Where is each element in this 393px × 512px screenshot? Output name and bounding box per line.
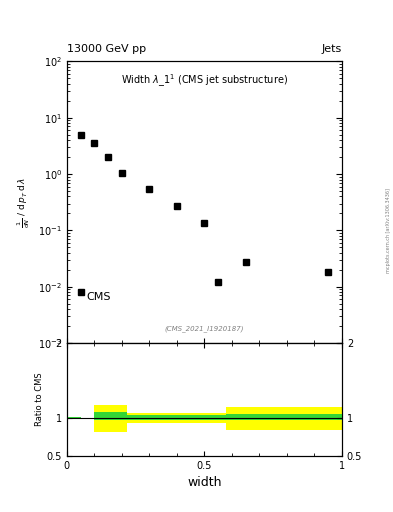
Text: Width $\lambda\_1^1$ (CMS jet substructure): Width $\lambda\_1^1$ (CMS jet substructu… — [121, 73, 288, 89]
Text: CMS: CMS — [86, 292, 110, 303]
Y-axis label: $\frac{1}{\mathrm{d}N}\ /\ \mathrm{d}\,p_T\,\mathrm{d}\,\lambda$: $\frac{1}{\mathrm{d}N}\ /\ \mathrm{d}\,p… — [16, 177, 32, 228]
Text: mcplots.cern.ch [arXiv:1306.3436]: mcplots.cern.ch [arXiv:1306.3436] — [386, 188, 391, 273]
Text: Jets: Jets — [321, 44, 342, 54]
Text: 13000 GeV pp: 13000 GeV pp — [67, 44, 146, 54]
Y-axis label: Ratio to CMS: Ratio to CMS — [35, 373, 44, 426]
Text: (CMS_2021_I1920187): (CMS_2021_I1920187) — [165, 325, 244, 332]
X-axis label: width: width — [187, 476, 222, 489]
